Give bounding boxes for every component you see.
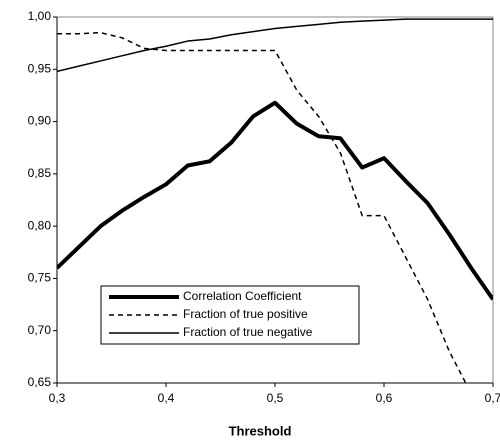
legend-label: Correlation Coefficient — [183, 289, 302, 303]
x-tick-label: 0,6 — [376, 391, 393, 405]
x-tick-label: 0,7 — [485, 391, 500, 405]
legend-label: Fraction of true negative — [183, 325, 313, 339]
y-tick-label: 0,70 — [28, 323, 52, 337]
y-tick-label: 0,75 — [28, 271, 52, 285]
x-tick-label: 0,3 — [49, 391, 66, 405]
y-tick-label: 0,90 — [28, 114, 52, 128]
y-tick-label: 0,85 — [28, 166, 52, 180]
x-tick-label: 0,5 — [267, 391, 284, 405]
series-line — [57, 31, 467, 383]
y-tick-label: 0,65 — [28, 375, 52, 389]
plot-lines — [57, 18, 493, 383]
series-line — [57, 100, 493, 301]
y-tick-label: 0,80 — [28, 218, 52, 232]
x-axis-label: Threshold — [229, 423, 292, 438]
x-tick-label: 0,4 — [158, 391, 175, 405]
y-tick-label: 1,00 — [28, 9, 52, 23]
legend-box — [100, 285, 360, 345]
legend-label: Fraction of true positive — [183, 307, 308, 321]
y-tick-label: 0,95 — [28, 61, 52, 75]
series-line — [57, 18, 493, 73]
